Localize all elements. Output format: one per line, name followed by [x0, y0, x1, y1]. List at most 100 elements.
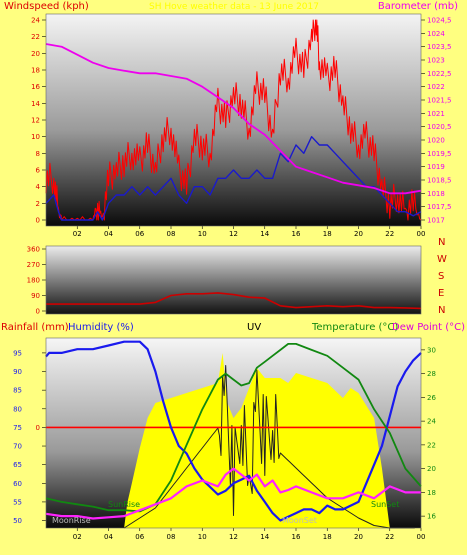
baro-y-tick-label: 1021 [427, 110, 445, 118]
wind-x-tick-label: 10 [198, 230, 207, 238]
hum-y-tick-label: 90 [13, 368, 22, 376]
baro-y-tick-label: 1024,5 [427, 17, 452, 25]
temp-y-tick-label: 24 [427, 418, 436, 426]
wind-x-tick-label: 00 [417, 230, 426, 238]
wind-y-tick-label: 8 [36, 150, 40, 158]
hum-y-tick-label: 70 [13, 443, 22, 451]
weather-x-tick-label: 10 [198, 533, 207, 541]
weather-x-tick-label: 04 [104, 533, 113, 541]
rainfall-label: Rainfall (mm) [1, 322, 69, 333]
humidity-series [45, 340, 422, 522]
wind-x-tick-label: 16 [292, 230, 301, 238]
direction-panel [46, 246, 421, 314]
sunrise-label: SunRise [108, 500, 140, 509]
dewpoint-series [45, 467, 421, 520]
wind-y-tick-label: 2 [36, 200, 40, 208]
temp-y-tick-label: 22 [427, 441, 436, 449]
weather-x-tick-label: 08 [167, 533, 176, 541]
hum-y-tick-label: 55 [13, 498, 22, 506]
baro-y-tick-label: 1020,5 [427, 123, 452, 131]
wind-y-tick-label: 18 [31, 67, 40, 75]
panel-border [45, 245, 422, 315]
wind-direction-series [46, 292, 422, 310]
sunset-label: SunSet [371, 500, 399, 509]
weather-series [45, 340, 422, 529]
compass-s: S [438, 271, 444, 282]
hum-y-tick-label: 60 [13, 480, 22, 488]
wind-y-tick-label: 4 [36, 183, 41, 191]
wind-y-tick-label: 6 [36, 167, 41, 175]
dir-y-tick-label: 180 [27, 277, 40, 285]
dir-y-tick-label: 270 [27, 261, 40, 269]
temp-y-tick-label: 16 [427, 513, 436, 521]
rain-y-tick-label: 0 [36, 424, 40, 432]
direction-series [46, 292, 422, 310]
avg-wind-series [45, 135, 422, 221]
wind-x-tick-label: 18 [323, 230, 332, 238]
chart-subtitle: SH Hove weather data - 13 June 2017 [149, 2, 319, 12]
baro-y-tick-label: 1023,5 [427, 43, 452, 51]
wind-y-tick-label: 14 [31, 100, 40, 108]
hum-y-tick-label: 80 [13, 405, 22, 413]
hum-y-tick-label: 85 [13, 387, 22, 395]
weather-x-tick-label: 22 [385, 533, 394, 541]
gust-series [45, 19, 422, 221]
baro-y-tick-label: 1021,5 [427, 97, 452, 105]
weather-x-tick-label: 00 [417, 533, 426, 541]
baro-y-tick-label: 1018,5 [427, 177, 452, 185]
temp-y-tick-label: 18 [427, 489, 436, 497]
weather-x-tick-label: 12 [229, 533, 238, 541]
weather-x-tick-label: 14 [260, 533, 269, 541]
compass-n-top: N [438, 237, 445, 248]
hum-y-tick-label: 50 [13, 517, 22, 525]
wind-x-tick-label: 22 [385, 230, 394, 238]
compass-n-bottom: N [438, 305, 445, 316]
baro-y-tick-label: 1017,5 [427, 203, 452, 211]
wind-y-tick-label: 24 [31, 17, 40, 25]
moonset-label: MoonSet [282, 516, 317, 525]
wind-y-tick-label: 10 [31, 133, 40, 141]
hum-y-tick-label: 75 [13, 424, 22, 432]
baro-y-tick-label: 1020 [427, 137, 445, 145]
hum-y-tick-label: 95 [13, 349, 22, 357]
dir-y-tick-label: 360 [27, 246, 40, 254]
weather-x-tick-label: 16 [292, 533, 301, 541]
humidity-label: Humidity (%) [68, 322, 134, 333]
panel-border [45, 13, 422, 227]
wind-x-tick-label: 08 [167, 230, 176, 238]
weather-x-tick-label: 18 [323, 533, 332, 541]
baro-y-tick-label: 1023 [427, 57, 445, 65]
wind-x-tick-label: 14 [260, 230, 269, 238]
uv-label: UV [247, 322, 261, 333]
temp-y-tick-label: 26 [427, 394, 436, 402]
wind-x-tick-label: 04 [104, 230, 113, 238]
compass-e: E [438, 288, 444, 299]
weather-x-tick-label: 02 [73, 533, 82, 541]
temp-y-tick-label: 30 [427, 346, 436, 354]
wind-y-tick-label: 12 [31, 117, 40, 125]
baro-y-tick-label: 1019,5 [427, 150, 452, 158]
temp-y-tick-label: 28 [427, 370, 436, 378]
weather-x-tick-label: 20 [354, 533, 363, 541]
wind-y-tick-label: 16 [31, 83, 40, 91]
baro-y-tick-label: 1019 [427, 163, 445, 171]
dir-y-tick-label: 90 [31, 292, 40, 300]
wind-y-tick-label: 22 [31, 33, 40, 41]
wind-x-tick-label: 02 [73, 230, 82, 238]
barometer-series [45, 43, 422, 195]
wind-series [45, 19, 422, 221]
wind-x-tick-label: 06 [135, 230, 144, 238]
solar-series [123, 365, 415, 529]
dewpoint-label: Dew Point (°C) [392, 322, 465, 333]
windspeed-label: Windspeed (kph) [4, 1, 89, 12]
panel-border [45, 337, 422, 529]
weather-x-tick-label: 06 [135, 533, 144, 541]
moonrise-label: MoonRise [52, 516, 91, 525]
hum-y-tick-label: 65 [13, 461, 22, 469]
baro-y-tick-label: 1018 [427, 190, 445, 198]
baro-y-tick-label: 1022 [427, 83, 445, 91]
barometer-label: Barometer (mb) [378, 1, 458, 12]
wind-x-tick-label: 12 [229, 230, 238, 238]
wind-y-tick-label: 0 [36, 217, 40, 225]
